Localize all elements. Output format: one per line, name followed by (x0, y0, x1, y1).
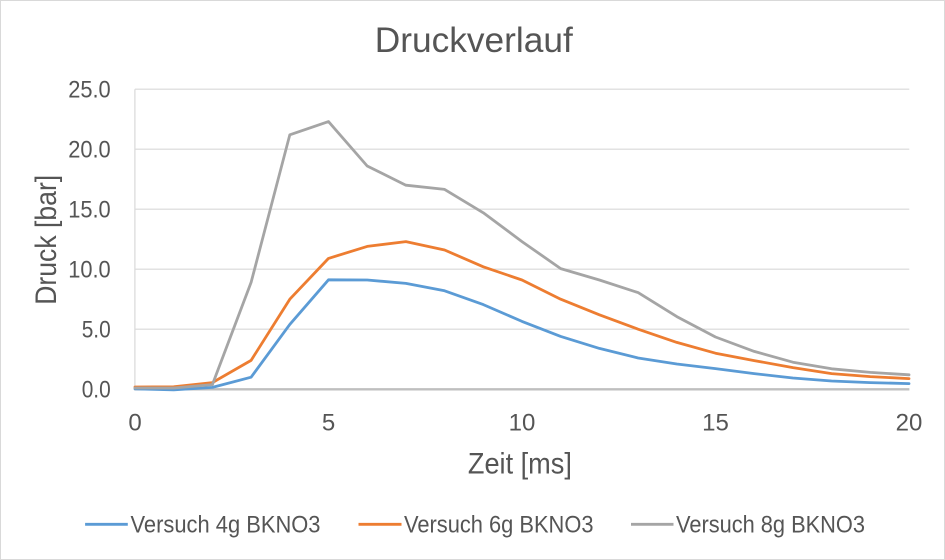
svg-text:20.0: 20.0 (68, 137, 111, 164)
svg-text:0: 0 (128, 410, 141, 437)
svg-text:Druck [bar]: Druck [bar] (30, 175, 63, 305)
svg-text:Versuch 6g BKNO3: Versuch 6g BKNO3 (404, 512, 594, 539)
svg-text:15.0: 15.0 (68, 197, 111, 224)
svg-text:Versuch 4g BKNO3: Versuch 4g BKNO3 (131, 512, 321, 539)
svg-text:5.0: 5.0 (82, 317, 111, 344)
svg-text:10.0: 10.0 (68, 257, 111, 284)
svg-text:15: 15 (702, 410, 729, 437)
svg-text:10: 10 (509, 410, 536, 437)
svg-text:Versuch 8g BKNO3: Versuch 8g BKNO3 (676, 512, 865, 539)
svg-text:25.0: 25.0 (68, 77, 111, 104)
svg-text:20: 20 (896, 410, 923, 437)
svg-text:Druckverlauf: Druckverlauf (375, 21, 573, 60)
svg-text:Zeit [ms]: Zeit [ms] (468, 447, 572, 480)
svg-text:5: 5 (322, 410, 335, 437)
svg-text:0.0: 0.0 (82, 377, 111, 404)
